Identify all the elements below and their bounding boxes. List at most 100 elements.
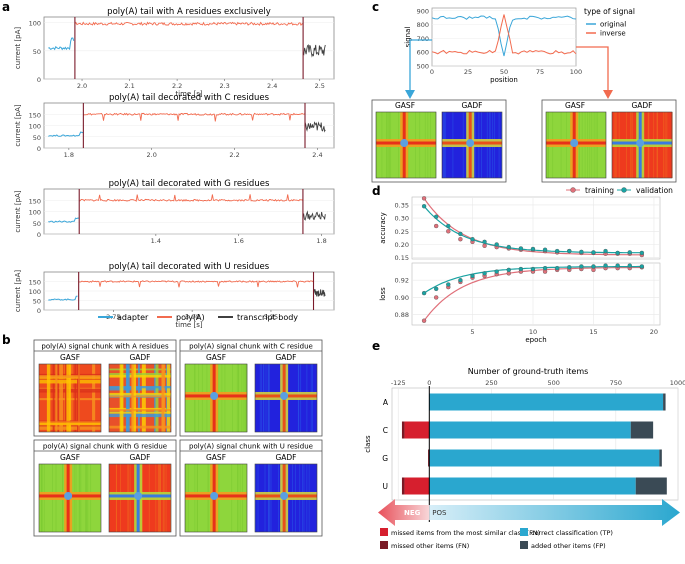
bar-fp: [659, 449, 662, 467]
validation-point: [470, 273, 475, 279]
validation-point: [421, 204, 427, 209]
legend-polya-label: poly(A): [176, 313, 205, 322]
x-tick-label: 2.2: [229, 151, 239, 159]
panel-letter-d: d: [372, 184, 381, 198]
gaf-box-2: poly(A) signal chunk with G residue GASF G…: [33, 439, 177, 537]
x-tick-label: 25: [464, 68, 472, 76]
transcript-trace: [313, 288, 326, 297]
y-tick-label: 0.92: [395, 277, 409, 285]
matrix-stripe: [155, 364, 159, 432]
validation-point: [494, 269, 499, 274]
validation-point: [518, 246, 524, 251]
legend-swatch-fn_similar: [380, 528, 388, 536]
trace-plot-3: poly(A) tail decorated with U residues 05…: [14, 262, 335, 329]
matrix-center: [210, 391, 219, 400]
matrix-stripe: [78, 364, 80, 432]
y-tick-label: 0: [37, 231, 41, 239]
polya-trace: [83, 112, 306, 122]
trace-plot-2: poly(A) tail decorated with G residues 0 5…: [14, 179, 335, 245]
matrix-stripe: [39, 379, 101, 384]
x-axis-label: position: [490, 76, 518, 84]
matrix-center: [134, 491, 143, 500]
validation-point: [603, 263, 608, 268]
gadf-label: GADF: [275, 453, 296, 462]
y-tick-label: 800: [417, 21, 429, 29]
transcript-trace: [304, 121, 326, 133]
y-tick-label: 700: [417, 35, 429, 43]
matrix-stripe: [55, 364, 58, 432]
x-tick-label: 0: [427, 379, 431, 387]
gadf-label: GADF: [461, 101, 482, 110]
y-tick-label: 0: [37, 307, 41, 315]
x-axis-label: time [s]: [175, 321, 202, 329]
validation-point: [579, 249, 584, 255]
gasf-matrix: [375, 111, 437, 179]
gaf-box-title: poly(A) signal chunk with G residue: [43, 443, 167, 451]
matrix-stripe: [109, 425, 171, 429]
x-tick-label: 50: [500, 68, 508, 76]
legend-swatch-fn_other: [380, 541, 388, 549]
y-tick-label: 0.15: [395, 254, 409, 262]
y-tick-label: 100: [29, 123, 41, 131]
legend-swatch-fp: [520, 541, 528, 549]
gasf-matrix: [184, 363, 248, 433]
y-tick-label: 0: [37, 145, 41, 153]
trace-plot-0: poly(A) tail with A residues exclusively…: [14, 7, 335, 98]
arrow-inverse: [576, 46, 609, 92]
matrix-frame: [184, 463, 248, 533]
gasf-label: GASF: [565, 101, 585, 110]
x-tick-label: 3.00: [185, 313, 199, 321]
gasf-label: GASF: [60, 353, 80, 362]
validation-point: [627, 250, 632, 255]
validation-point: [482, 271, 487, 276]
y-tick-label: 150: [29, 279, 41, 287]
legend-inverse-label: inverse: [600, 30, 626, 38]
validation-point: [567, 248, 572, 254]
bar-fn-similar: [404, 477, 430, 495]
matrix-stripe: [69, 364, 73, 432]
matrix-frame: [38, 463, 102, 533]
training-point: [433, 295, 439, 300]
validation-point: [554, 265, 560, 271]
panel-d: training validation 0.15 0.20 0.25 0.30 0.35 ac…: [379, 186, 673, 344]
legend-training-label: training: [585, 186, 614, 195]
gasf-matrix: [545, 111, 607, 179]
x-tick-label: 1.8: [64, 151, 74, 159]
legend-adapter-label: adapter: [117, 313, 149, 322]
x-tick-label: 2.4: [267, 82, 277, 90]
y-axis-label: signal: [404, 27, 412, 48]
matrix-stripe: [109, 395, 171, 398]
legend-original-label: original: [600, 21, 626, 29]
matrix-center: [400, 139, 409, 148]
validation-point: [506, 267, 511, 273]
matrix-frame: [38, 363, 102, 433]
legend-label-tp: correct classification (TP): [531, 529, 613, 537]
matrix-frame: [375, 111, 437, 179]
x-tick-label: 500: [547, 379, 559, 387]
matrix-stripe: [166, 364, 171, 432]
matrix-stripe: [109, 368, 171, 371]
validation-point: [433, 214, 439, 219]
training-point: [482, 243, 487, 249]
matrix-stripe: [39, 422, 101, 426]
gaf-box-title: poly(A) signal chunk with U residue: [189, 443, 313, 451]
panel-a-legend: adapter poly(A) transcript body: [98, 313, 298, 322]
validation-point: [591, 264, 596, 269]
y-tick-label: 900: [417, 7, 429, 15]
panel-letter-a: a: [2, 0, 10, 14]
validation-point: [446, 223, 451, 229]
matrix-stripe: [109, 409, 171, 411]
gaf-box-title: poly(A) signal chunk with A residues: [41, 343, 169, 351]
y-tick-label: 50: [33, 220, 41, 228]
gaf-box-1: poly(A) signal chunk with C residue GASF G…: [179, 339, 323, 437]
trace-title: poly(A) tail decorated with U residues: [109, 262, 270, 272]
y-tick-label: 50: [33, 298, 41, 306]
x-tick-label: 750: [610, 379, 622, 387]
y-tick-label: 50: [33, 48, 41, 56]
gadf-label: GADF: [129, 453, 150, 462]
bar-tp: [429, 393, 664, 411]
matrix-stripe: [109, 411, 171, 414]
gasf-label: GASF: [206, 453, 226, 462]
validation-point: [542, 247, 548, 252]
validation-point: [579, 264, 584, 269]
